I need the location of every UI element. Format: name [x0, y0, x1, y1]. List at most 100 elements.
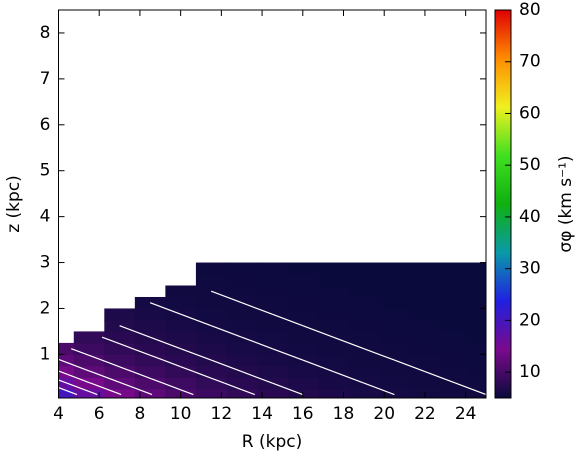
cell — [73, 365, 105, 378]
cell — [409, 331, 441, 344]
cell — [73, 354, 105, 367]
x-tick-label: 10 — [170, 404, 192, 424]
x-axis-label: R (kpc) — [242, 432, 302, 452]
cell — [379, 296, 411, 310]
cell — [470, 274, 486, 287]
cell — [104, 308, 136, 321]
cell — [440, 296, 472, 310]
contour-line — [363, 348, 395, 361]
cell — [226, 262, 258, 275]
cell — [470, 354, 486, 367]
cell — [409, 308, 441, 321]
contour-line — [241, 302, 273, 315]
contour-line — [149, 393, 153, 396]
contour-line — [210, 377, 225, 384]
y-tick-label: 7 — [40, 69, 51, 89]
cell — [409, 285, 441, 298]
cell — [470, 308, 486, 321]
contour-line — [302, 359, 334, 373]
cell — [379, 308, 411, 321]
contour-line — [88, 354, 102, 361]
contour-line — [71, 348, 90, 356]
cell — [348, 296, 380, 310]
contour-line — [149, 302, 181, 315]
x-tick-label: 12 — [211, 404, 233, 424]
cell — [470, 331, 486, 344]
y-tick-label: 2 — [40, 298, 51, 318]
cell — [73, 388, 105, 398]
cell — [195, 296, 228, 310]
cell — [104, 377, 136, 390]
cell — [73, 377, 105, 390]
cell — [287, 331, 319, 344]
cell — [226, 285, 258, 298]
x-tick-label: 8 — [135, 404, 146, 424]
cell — [440, 285, 472, 298]
cell — [318, 274, 350, 287]
y-tick-label: 8 — [40, 23, 51, 43]
cell — [165, 296, 197, 310]
cell — [379, 377, 411, 390]
cell — [470, 377, 486, 390]
contour-line — [90, 382, 120, 395]
contour-line — [59, 371, 90, 384]
cell — [226, 274, 258, 287]
cell — [379, 262, 411, 275]
cell — [226, 388, 258, 398]
colorbar-tick-label: 60 — [519, 103, 541, 123]
colorbar-tick-label: 10 — [519, 362, 541, 382]
cell — [348, 308, 380, 321]
cell — [379, 274, 411, 287]
cell — [165, 377, 197, 390]
cell — [134, 365, 166, 378]
cell — [256, 365, 289, 378]
cell — [318, 285, 350, 298]
cell — [440, 262, 472, 275]
contour-line — [119, 343, 133, 350]
contours — [58, 290, 486, 396]
cell — [470, 319, 486, 333]
cell — [104, 388, 136, 398]
contour-line — [58, 379, 67, 384]
colorbar-tick-label: 80 — [519, 0, 541, 20]
cell — [256, 274, 289, 287]
colorbar-label: σφ (km s⁻¹) — [556, 155, 576, 252]
cell — [409, 342, 441, 355]
cell — [440, 365, 472, 378]
cell — [287, 296, 319, 310]
cell — [165, 285, 197, 298]
cell — [409, 319, 441, 333]
contour-line — [180, 313, 212, 327]
cell — [440, 354, 472, 367]
cell — [318, 377, 350, 390]
contour-line — [119, 325, 151, 338]
colorbar-tick-label: 20 — [519, 310, 541, 330]
contour-line — [210, 290, 242, 304]
y-tick-label: 5 — [40, 161, 51, 181]
cell — [134, 319, 166, 333]
cell — [195, 331, 228, 344]
cell — [409, 354, 441, 367]
cell — [195, 342, 228, 355]
contour-line — [272, 382, 303, 396]
cell — [348, 365, 380, 378]
contour-line — [424, 371, 456, 384]
contour-line — [88, 381, 91, 384]
cell — [379, 388, 411, 398]
contour-line — [90, 371, 120, 383]
y-tick-label: 1 — [40, 344, 51, 364]
cell — [379, 285, 411, 298]
contour-line — [88, 370, 92, 373]
cell — [165, 354, 197, 367]
contour-line — [272, 348, 303, 361]
cell — [318, 342, 350, 355]
cell — [318, 319, 350, 333]
cell — [379, 331, 411, 344]
x-tick-label: 4 — [53, 404, 64, 424]
cell — [104, 331, 136, 344]
cell — [409, 296, 441, 310]
cell — [104, 365, 136, 378]
colorbar-tick-label: 30 — [519, 259, 541, 279]
contour-line — [149, 354, 164, 361]
